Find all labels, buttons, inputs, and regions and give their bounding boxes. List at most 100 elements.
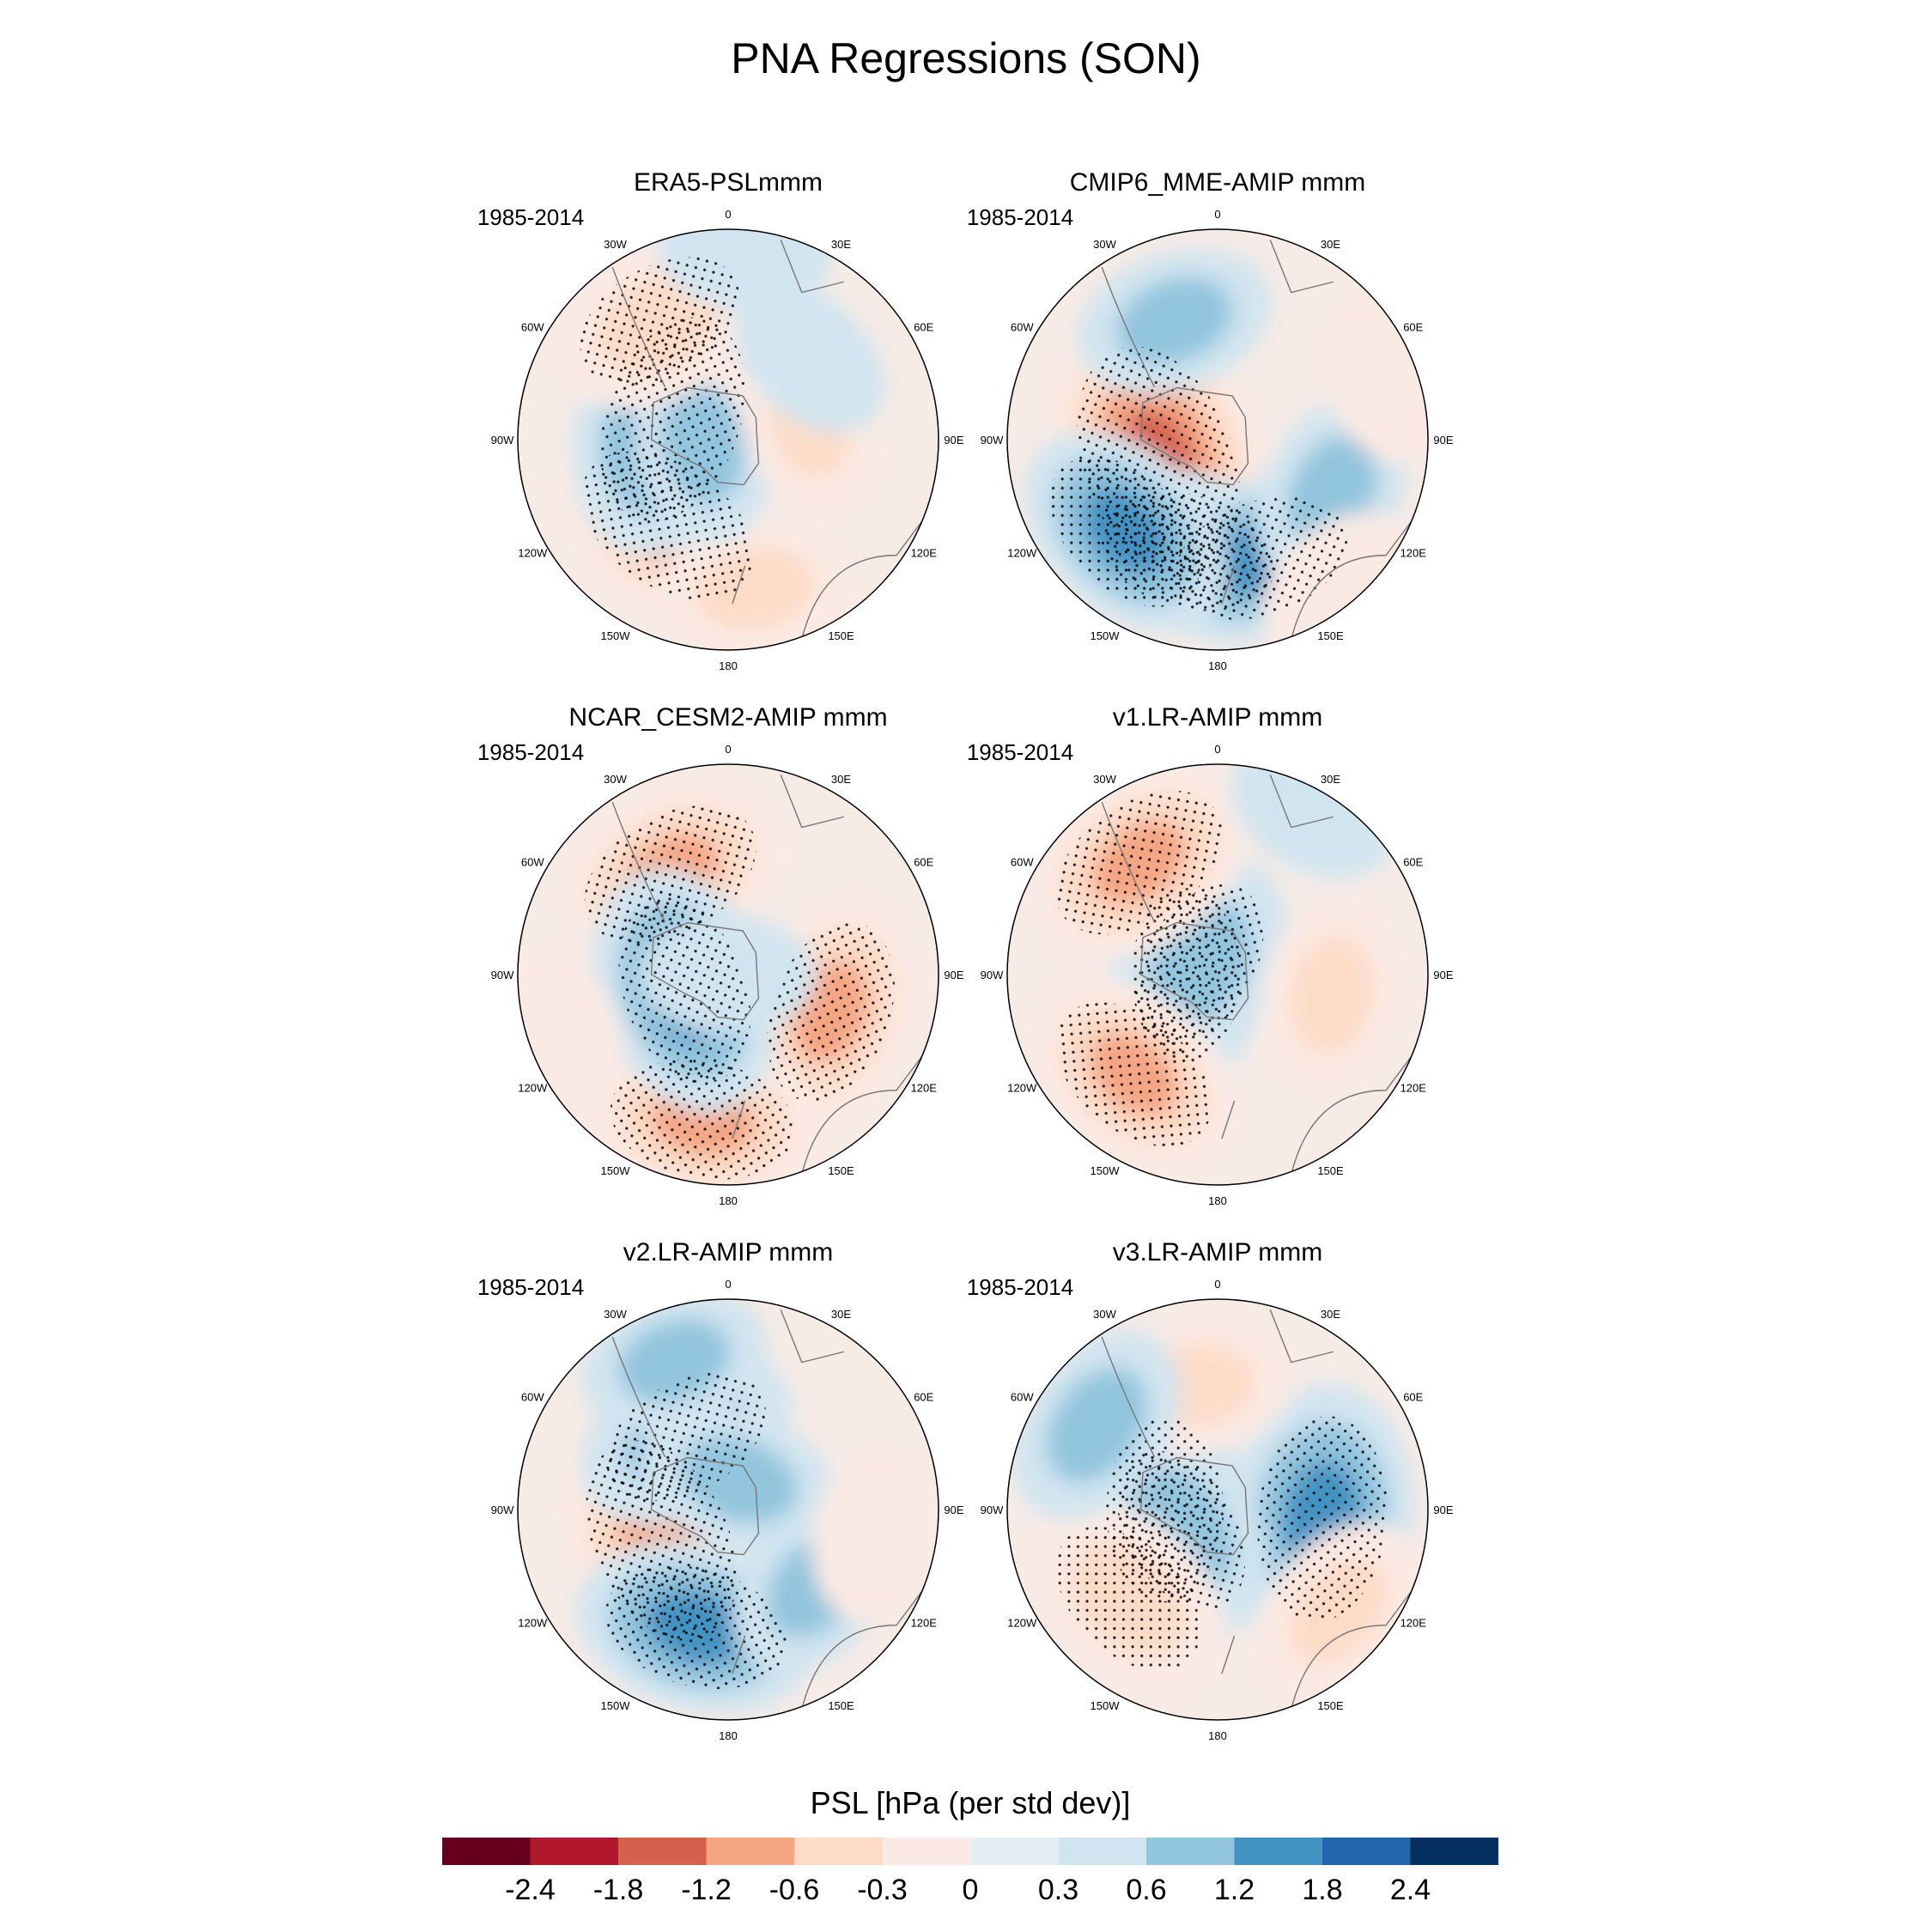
significance-stipple [1050, 457, 1200, 607]
south-america-coastline [1101, 266, 1156, 388]
colorbar-tick-label: 2.4 [1390, 1874, 1431, 1906]
longitude-label: 120W [518, 547, 548, 560]
longitude-label: 120E [1400, 547, 1427, 560]
australia-coastline [1291, 1048, 1419, 1175]
australia-coastline [801, 1583, 929, 1710]
map-panel-2: CMIP6_MME-AMIP mmm 1985-2014 0 30E 60E 90E 120… [967, 168, 1454, 672]
australia-coastline [1291, 513, 1419, 640]
longitude-label: 30W [1093, 773, 1116, 786]
longitude-label: 60E [1403, 856, 1423, 869]
panel-title: v3.LR-AMIP mmm [1113, 1238, 1322, 1267]
panel-period: 1985-2014 [477, 739, 584, 765]
panel-period: 1985-2014 [967, 739, 1073, 765]
map-panels: ERA5-PSLmmm 1985-2014 0 30E 60E 90E 120E 150E 18… [477, 168, 1454, 1742]
longitude-label: 90W [491, 1504, 514, 1516]
significance-stipple [1135, 884, 1264, 1044]
longitude-label: 60E [1403, 321, 1423, 334]
antarctica-coastline [650, 1456, 760, 1556]
longitude-label: 30E [1321, 1308, 1340, 1321]
longitude-label: 120E [1400, 1082, 1427, 1095]
longitude-label: 150W [601, 629, 631, 642]
longitude-label: 120E [911, 1617, 938, 1630]
longitude-label: 0 [1214, 1278, 1220, 1291]
longitude-label: 30E [831, 773, 851, 786]
longitude-label: 90E [944, 969, 963, 981]
longitude-label: 90E [1433, 434, 1453, 447]
colorbar-tick-label: 0.6 [1126, 1874, 1166, 1906]
colorbar-tick-label: 1.8 [1302, 1874, 1342, 1906]
panel-period: 1985-2014 [967, 204, 1073, 230]
colorbar-box [1058, 1838, 1146, 1865]
map-panel-6: v3.LR-AMIP mmm 1985-2014 0 30E 60E 90E 120E 150… [967, 1238, 1454, 1742]
colorbar-box [970, 1838, 1059, 1865]
map-border [517, 1298, 939, 1721]
longitude-label: 90W [981, 1504, 1004, 1516]
longitude-label: 30W [604, 1308, 627, 1321]
longitude-label: 90W [981, 969, 1004, 981]
longitude-label: 0 [725, 1278, 731, 1291]
colorbar-box [442, 1838, 531, 1865]
colorbar-tick-label: -0.3 [857, 1874, 908, 1906]
significance-stipple [1055, 1526, 1201, 1672]
colorbar-tick-label: -1.8 [593, 1874, 644, 1906]
south-america-coastline [611, 266, 666, 388]
antarctica-coastline [650, 921, 760, 1021]
longitude-label: 30E [831, 238, 851, 251]
significance-stipple [1174, 496, 1348, 620]
colorbar-box [794, 1838, 883, 1865]
panel-title: v2.LR-AMIP mmm [623, 1238, 833, 1267]
longitude-label: 60E [914, 856, 933, 869]
south-america-coastline [611, 1336, 666, 1458]
longitude-label: 60W [521, 1391, 544, 1404]
psl-blob-9-level-1 [734, 283, 885, 434]
antarctica-coastline [1139, 921, 1249, 1021]
longitude-label: 30W [1093, 1308, 1116, 1321]
significance-stipple [767, 922, 895, 1102]
new-zealand-coastline [1221, 1635, 1236, 1674]
psl-field [556, 1299, 934, 1714]
longitude-label: 60E [914, 321, 933, 334]
australia-coastline [1291, 1583, 1419, 1710]
longitude-label: 30W [604, 773, 627, 786]
africa-coastline [780, 774, 844, 829]
colorbar-tick-label: -1.2 [681, 1874, 732, 1906]
longitude-label: 150W [1091, 1164, 1121, 1177]
africa-coastline [1269, 239, 1334, 294]
psl-field [518, 774, 929, 1185]
longitude-label: 90W [981, 434, 1004, 447]
map-border [517, 763, 939, 1186]
significance-stipple [605, 1565, 788, 1690]
antarctica-coastline [650, 386, 760, 486]
colorbar-box [1322, 1838, 1411, 1865]
colorbar-box [1410, 1838, 1498, 1865]
australia-coastline [801, 513, 929, 640]
psl-blob-7-level-1 [811, 1448, 934, 1623]
map-panel-1: ERA5-PSLmmm 1985-2014 0 30E 60E 90E 120E 150E 18… [477, 168, 964, 672]
colorbar-tick-label: 1.2 [1214, 1874, 1255, 1906]
panel-title: CMIP6_MME-AMIP mmm [1070, 168, 1365, 197]
significance-stipple [610, 1059, 795, 1180]
longitude-label: 120E [911, 547, 938, 560]
longitude-label: 0 [725, 208, 731, 221]
significance-stipple [1055, 790, 1223, 935]
colorbar-ticks: -2.4 -1.8 -1.2 -0.6 -0.3 0 0.3 0.6 1.2 1.8 2.4 [505, 1874, 1431, 1906]
map-panel-5: v2.LR-AMIP mmm 1985-2014 0 30E 60E 90E 120E 150… [477, 1238, 964, 1742]
panel-title: ERA5-PSLmmm [634, 168, 823, 197]
colorbar-box [706, 1838, 794, 1865]
antarctica-coastline [1139, 1456, 1249, 1556]
map-panel-4: v1.LR-AMIP mmm 1985-2014 0 30E 60E 90E 120E 150… [967, 703, 1454, 1207]
new-zealand-coastline [732, 1635, 746, 1674]
longitude-label: 0 [1214, 208, 1220, 221]
colorbar-box [618, 1838, 707, 1865]
longitude-label: 150E [1317, 629, 1344, 642]
longitude-label: 0 [1214, 743, 1220, 756]
longitude-label: 30W [604, 238, 627, 251]
colorbar-box [1146, 1838, 1235, 1865]
psl-blob-6-level-2 [1115, 276, 1233, 365]
figure-title: PNA Regressions (SON) [731, 34, 1200, 82]
longitude-label: 90E [944, 434, 963, 447]
significance-stipple [1257, 1416, 1388, 1622]
map-border [1006, 228, 1429, 651]
longitude-label: 90E [1433, 969, 1453, 981]
